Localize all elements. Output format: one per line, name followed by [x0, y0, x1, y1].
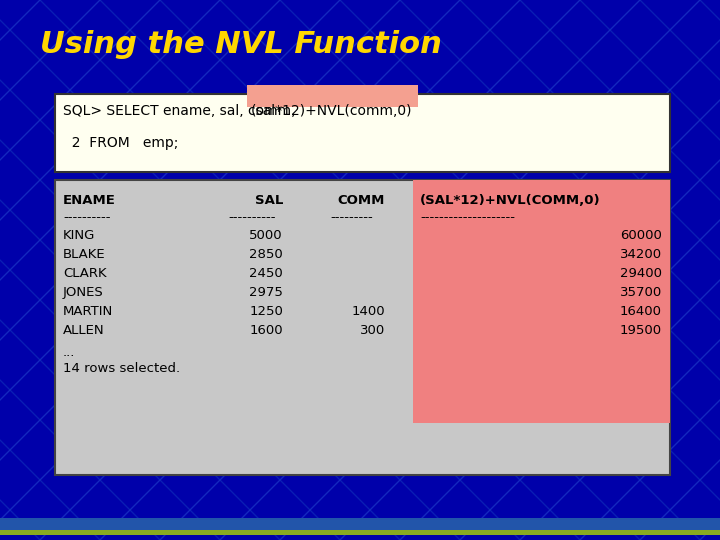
Text: (SAL*12)+NVL(COMM,0): (SAL*12)+NVL(COMM,0): [420, 194, 600, 207]
Text: 19500: 19500: [620, 324, 662, 337]
Text: 14 rows selected.: 14 rows selected.: [63, 362, 180, 375]
Text: ...: ...: [63, 346, 76, 359]
Text: MARTIN: MARTIN: [63, 305, 113, 318]
Text: CLARK: CLARK: [63, 267, 107, 280]
Text: 1600: 1600: [249, 324, 283, 337]
Bar: [413, 180, 670, 423]
Text: SAL: SAL: [255, 194, 283, 207]
Text: 34200: 34200: [620, 248, 662, 261]
FancyBboxPatch shape: [55, 94, 670, 172]
Text: --------------------: --------------------: [420, 211, 515, 224]
Text: 1250: 1250: [249, 305, 283, 318]
Text: 35700: 35700: [620, 286, 662, 299]
Text: ----------: ----------: [228, 211, 276, 224]
Text: COMM: COMM: [338, 194, 385, 207]
Text: JONES: JONES: [63, 286, 104, 299]
Text: (sal*12)+NVL(comm,0): (sal*12)+NVL(comm,0): [251, 104, 412, 118]
Text: 2  FROM   emp;: 2 FROM emp;: [63, 136, 179, 150]
Text: 5000: 5000: [249, 229, 283, 242]
Text: 2975: 2975: [249, 286, 283, 299]
Text: 2450: 2450: [249, 267, 283, 280]
Text: Using the NVL Function: Using the NVL Function: [40, 30, 442, 59]
Text: 2850: 2850: [249, 248, 283, 261]
Text: 300: 300: [360, 324, 385, 337]
Text: SQL> SELECT ename, sal, comm,: SQL> SELECT ename, sal, comm,: [63, 104, 300, 118]
Text: ENAME: ENAME: [63, 194, 116, 207]
Text: 16400: 16400: [620, 305, 662, 318]
Text: 60000: 60000: [620, 229, 662, 242]
Text: 29400: 29400: [620, 267, 662, 280]
Text: 1400: 1400: [351, 305, 385, 318]
Bar: [0, 530, 720, 535]
Text: BLAKE: BLAKE: [63, 248, 106, 261]
FancyBboxPatch shape: [246, 85, 418, 107]
Text: ----------: ----------: [63, 211, 110, 224]
FancyBboxPatch shape: [55, 180, 670, 475]
Bar: [0, 518, 720, 532]
Text: ---------: ---------: [330, 211, 373, 224]
Text: ALLEN: ALLEN: [63, 324, 104, 337]
Text: KING: KING: [63, 229, 95, 242]
